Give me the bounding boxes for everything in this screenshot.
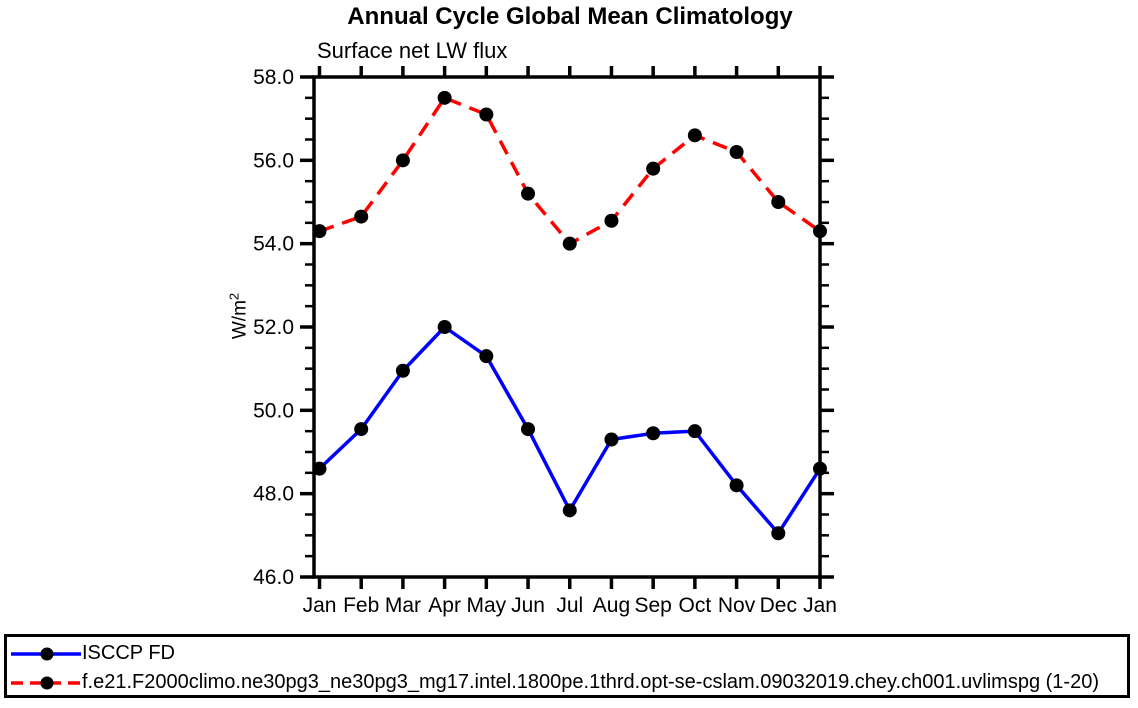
data-point-marker bbox=[646, 426, 661, 441]
data-point-marker bbox=[687, 128, 702, 143]
data-point-marker bbox=[521, 422, 536, 437]
data-point-marker bbox=[604, 432, 619, 447]
data-point-marker bbox=[479, 349, 494, 364]
data-point-marker bbox=[395, 363, 410, 378]
series-line-0 bbox=[318, 325, 822, 535]
data-point-marker bbox=[562, 503, 577, 518]
x-tick-label: Aug bbox=[593, 594, 630, 617]
x-tick-label: May bbox=[466, 594, 506, 617]
legend-entry: ISCCP FD bbox=[7, 639, 1127, 668]
x-tick-label: Oct bbox=[679, 594, 712, 617]
legend-box: ISCCP FD f.e21.F2000climo.ne30pg3_ne30pg3… bbox=[4, 634, 1130, 698]
data-point-marker bbox=[813, 224, 827, 239]
data-point-marker bbox=[354, 209, 369, 224]
data-point-marker bbox=[437, 90, 452, 105]
series-line-1 bbox=[318, 96, 822, 246]
x-tick-label: Feb bbox=[343, 594, 379, 617]
data-point-marker bbox=[729, 145, 744, 159]
legend-line-sample bbox=[11, 676, 81, 689]
data-point-marker bbox=[395, 153, 410, 168]
x-tick-label: Jan bbox=[803, 594, 837, 617]
data-point-marker bbox=[771, 526, 786, 541]
x-tick-label: Jul bbox=[556, 594, 583, 617]
data-point-marker bbox=[437, 320, 452, 334]
data-point-marker bbox=[312, 461, 327, 476]
y-tick-label: 46.0 bbox=[253, 566, 294, 589]
legend-label: f.e21.F2000climo.ne30pg3_ne30pg3_mg17.in… bbox=[82, 671, 1099, 693]
data-point-marker bbox=[729, 478, 744, 493]
legend-label: ISCCP FD bbox=[82, 642, 175, 664]
x-tick-label: Apr bbox=[428, 594, 461, 617]
y-tick-label: 48.0 bbox=[253, 483, 294, 506]
x-tick-label: Sep bbox=[634, 594, 671, 617]
y-tick-label: 50.0 bbox=[253, 399, 294, 422]
x-tick-label: Nov bbox=[718, 594, 756, 617]
data-point-marker bbox=[604, 213, 619, 228]
data-point-marker bbox=[771, 195, 786, 209]
y-tick-label: 52.0 bbox=[253, 316, 294, 339]
data-point-marker bbox=[312, 224, 327, 239]
data-point-marker bbox=[521, 186, 536, 201]
data-point-marker bbox=[479, 107, 494, 122]
data-point-marker bbox=[646, 161, 661, 176]
plot-frame bbox=[312, 75, 822, 579]
legend-entry: f.e21.F2000climo.ne30pg3_ne30pg3_mg17.in… bbox=[7, 668, 1127, 697]
chart-subtitle: Surface net LW flux bbox=[317, 38, 508, 63]
plot-area: Jan Feb Mar Apr May Jun Jul Aug Sep Oct Nov Dec Jan 4… bbox=[253, 66, 837, 617]
data-point-marker bbox=[813, 461, 827, 476]
legend-sample-marker bbox=[40, 647, 54, 660]
x-tick-label: Jan bbox=[303, 594, 337, 617]
legend-line-sample bbox=[11, 647, 81, 660]
x-tick-label: Dec bbox=[760, 594, 797, 617]
x-tick-label: Mar bbox=[385, 594, 421, 617]
data-point-marker bbox=[354, 422, 369, 437]
y-tick-label: 54.0 bbox=[253, 233, 294, 256]
y-tick-label: 56.0 bbox=[253, 149, 294, 172]
x-tick-label: Jun bbox=[511, 594, 545, 617]
data-point-marker bbox=[687, 424, 702, 439]
data-point-marker bbox=[562, 236, 577, 251]
legend-sample-marker bbox=[40, 676, 54, 689]
chart-title: Annual Cycle Global Mean Climatology bbox=[347, 3, 793, 30]
y-tick-label: 58.0 bbox=[253, 66, 294, 89]
